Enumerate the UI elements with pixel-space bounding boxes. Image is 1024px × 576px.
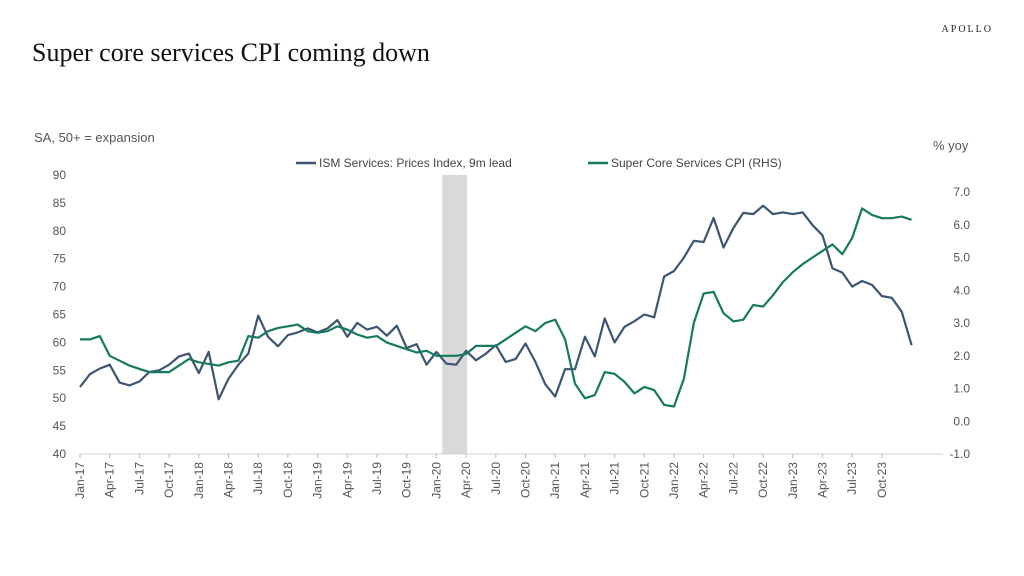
left-tick-label: 70 — [53, 280, 67, 294]
x-tick-label: Oct-17 — [162, 462, 176, 498]
x-tick-label: Oct-19 — [400, 462, 414, 498]
left-tick-label: 45 — [53, 419, 67, 433]
x-tick-label: Jan-20 — [429, 462, 443, 499]
x-tick-label: Jan-22 — [667, 462, 681, 499]
right-axis-ticks: 7.0 6.0 5.0 4.0 3.0 2.0 1.0 0.0 -1.0 — [949, 185, 970, 461]
right-tick-label: 7.0 — [953, 185, 970, 199]
x-tick-label: Jul-19 — [370, 462, 384, 495]
x-tick-label: Apr-20 — [459, 462, 473, 498]
x-tick-label: Jan-19 — [311, 462, 325, 499]
x-tick-label: Jul-22 — [726, 462, 740, 495]
left-tick-label: 60 — [53, 335, 67, 349]
left-tick-label: 55 — [53, 363, 67, 377]
x-tick-label: Apr-19 — [340, 462, 354, 498]
right-tick-label: -1.0 — [949, 447, 970, 461]
x-tick-label: Jan-17 — [73, 462, 87, 499]
x-tick-label: Jan-18 — [192, 462, 206, 499]
x-tick-label: Apr-23 — [816, 462, 830, 498]
right-tick-label: 5.0 — [953, 251, 970, 265]
right-tick-label: 3.0 — [953, 316, 970, 330]
series-line-supercore — [80, 207, 912, 408]
legend-label-ism: ISM Services: Prices Index, 9m lead — [319, 156, 512, 170]
x-tick-label: Oct-21 — [637, 462, 651, 498]
series-layer — [79, 204, 913, 408]
x-tick-label: Jan-23 — [786, 462, 800, 499]
left-tick-label: 50 — [53, 391, 67, 405]
right-tick-label: 2.0 — [953, 349, 970, 363]
left-tick-label: 80 — [53, 224, 67, 238]
right-tick-label: 4.0 — [953, 283, 970, 297]
x-tick-label: Oct-20 — [519, 462, 533, 498]
recession-shading-layer — [442, 175, 468, 454]
x-tick-label: Apr-18 — [222, 462, 236, 498]
x-tick-label: Apr-22 — [697, 462, 711, 498]
chart-legend: ISM Services: Prices Index, 9m lead Supe… — [296, 156, 782, 170]
left-tick-label: 75 — [53, 252, 67, 266]
left-axis-ticks: 90 85 80 75 70 65 60 55 50 45 40 — [53, 168, 67, 461]
x-tick-label: Jan-21 — [548, 462, 562, 499]
x-tick-label: Apr-21 — [578, 462, 592, 498]
chart-title: Super core services CPI coming down — [32, 38, 430, 67]
right-tick-label: 0.0 — [953, 414, 970, 428]
left-tick-label: 65 — [53, 308, 67, 322]
left-tick-label: 90 — [53, 168, 67, 182]
x-axis-ticks: Jan-17 Apr-17 Jul-17 Oct-17 Jan-18 Apr-18 Jul-… — [73, 454, 889, 499]
left-tick-label: 85 — [53, 196, 67, 210]
right-tick-label: 6.0 — [953, 218, 970, 232]
x-tick-label: Oct-23 — [875, 462, 889, 498]
right-tick-label: 1.0 — [953, 382, 970, 396]
x-tick-label: Jul-21 — [608, 462, 622, 495]
x-tick-label: Oct-22 — [756, 462, 770, 498]
x-tick-label: Jul-18 — [251, 462, 265, 495]
x-tick-label: Apr-17 — [103, 462, 117, 498]
x-tick-label: Oct-18 — [281, 462, 295, 498]
x-tick-label: Jul-23 — [845, 462, 859, 495]
legend-label-supercore: Super Core Services CPI (RHS) — [611, 156, 782, 170]
x-tick-label: Jul-20 — [489, 462, 503, 495]
series-line-ism — [79, 204, 913, 401]
brand-logo-text: APOLLO — [941, 24, 993, 35]
left-axis-label: SA, 50+ = expansion — [34, 130, 155, 145]
x-tick-label: Jul-17 — [132, 462, 146, 495]
recession-shading — [442, 175, 468, 454]
right-axis-label: % yoy — [933, 138, 969, 153]
left-tick-label: 40 — [53, 447, 67, 461]
